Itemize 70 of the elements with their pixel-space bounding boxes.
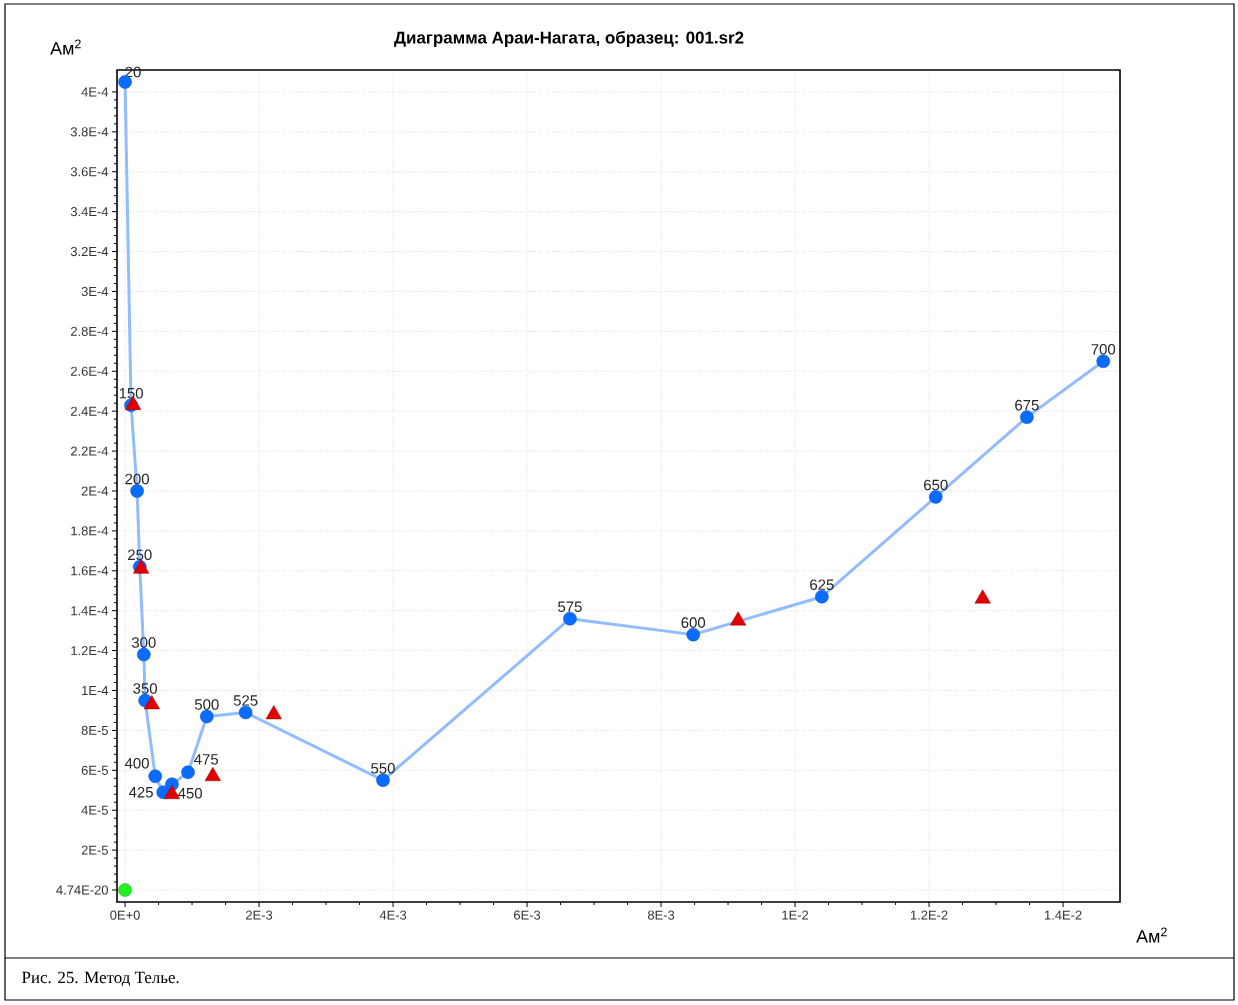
annotation: 250 (128, 549, 152, 561)
annotation: 425 (128, 786, 153, 798)
y-tick-label: 1.6E-4 (71, 566, 109, 576)
x-tick-label: 8E-3 (647, 910, 675, 920)
annotation: 575 (558, 601, 582, 612)
y-tick-label: 3E-4 (81, 286, 109, 297)
x-tick-label: 4E-3 (379, 910, 407, 920)
annotation: 200 (125, 473, 149, 485)
point (1096, 354, 1111, 369)
point (143, 695, 160, 710)
x-tick-label: 1.2E-2 (910, 910, 948, 920)
annotation: 450 (177, 787, 202, 799)
y-tick-label: 2.4E-4 (70, 406, 109, 416)
annotation: 550 (371, 762, 395, 774)
point (181, 765, 195, 780)
x-tick-label: 0E+0 (110, 910, 140, 920)
point (929, 490, 943, 504)
point (974, 589, 991, 604)
annotation: 300 (131, 637, 156, 648)
y-tick-label: 1.4E-4 (71, 606, 109, 616)
point (686, 627, 700, 642)
y-axis-title: Ам$^{2}$ (50, 39, 81, 55)
y-tick-label: 4E-4 (81, 87, 109, 97)
annotation: 625 (810, 579, 834, 591)
annotation: 475 (194, 754, 219, 765)
point (137, 647, 151, 662)
y-tick-label: 2.6E-4 (70, 366, 109, 376)
annotation: 525 (233, 695, 258, 706)
chart-title: Диаграмма Араи-Нагата, образец: 001.sr2 (394, 31, 744, 47)
point (238, 705, 253, 720)
y-tick-label: 3.6E-4 (70, 167, 109, 177)
y-tick-label: 3.2E-4 (70, 246, 109, 257)
x-axis-title: Ам$^{2}$ (1136, 927, 1167, 943)
y-tick-label: 3.4E-4 (70, 207, 109, 217)
x-tick-label: 6E-3 (514, 910, 541, 920)
point (815, 589, 829, 604)
y-tick-label: 2.2E-4 (70, 446, 109, 456)
annotation: 700 (1091, 344, 1116, 355)
y-tick-label: 1.2E-4 (71, 646, 109, 656)
y-tick-label: 1.8E-4 (71, 526, 109, 536)
point (265, 705, 282, 720)
annotation: 150 (119, 387, 143, 399)
y-tick-label: 2E-5 (81, 845, 108, 855)
point (148, 769, 162, 784)
annotation: 400 (124, 758, 149, 769)
point (730, 611, 747, 626)
annotation: 350 (133, 683, 158, 694)
annotation: 650 (924, 479, 948, 491)
x-tick-label: 1.4E-2 (1044, 910, 1082, 920)
y-tick-label: 2E-4 (81, 486, 109, 496)
point (376, 773, 390, 788)
x-tick-label: 2E-3 (246, 910, 273, 920)
text: Рис. 25. Метод Телье. (22, 971, 179, 987)
point (118, 883, 132, 897)
y-tick-label: 2.8E-4 (70, 326, 109, 336)
x-tick-label: 1E-2 (782, 910, 809, 920)
y-tick-label: 8E-5 (81, 725, 108, 735)
y-tick-label: 4E-5 (81, 805, 108, 815)
point (563, 611, 577, 626)
point (204, 767, 221, 782)
annotation: 600 (681, 617, 706, 628)
annotation: 500 (194, 699, 219, 710)
y-tick-label: 4.74E-20 (56, 885, 108, 895)
point (1020, 410, 1034, 424)
y-tick-label: 3.8E-4 (70, 127, 109, 137)
point (130, 484, 144, 498)
y-tick-label: 6E-5 (81, 765, 108, 775)
annotation: 675 (1015, 399, 1039, 411)
point (200, 709, 214, 724)
y-tick-label: 1E-4 (82, 686, 109, 695)
